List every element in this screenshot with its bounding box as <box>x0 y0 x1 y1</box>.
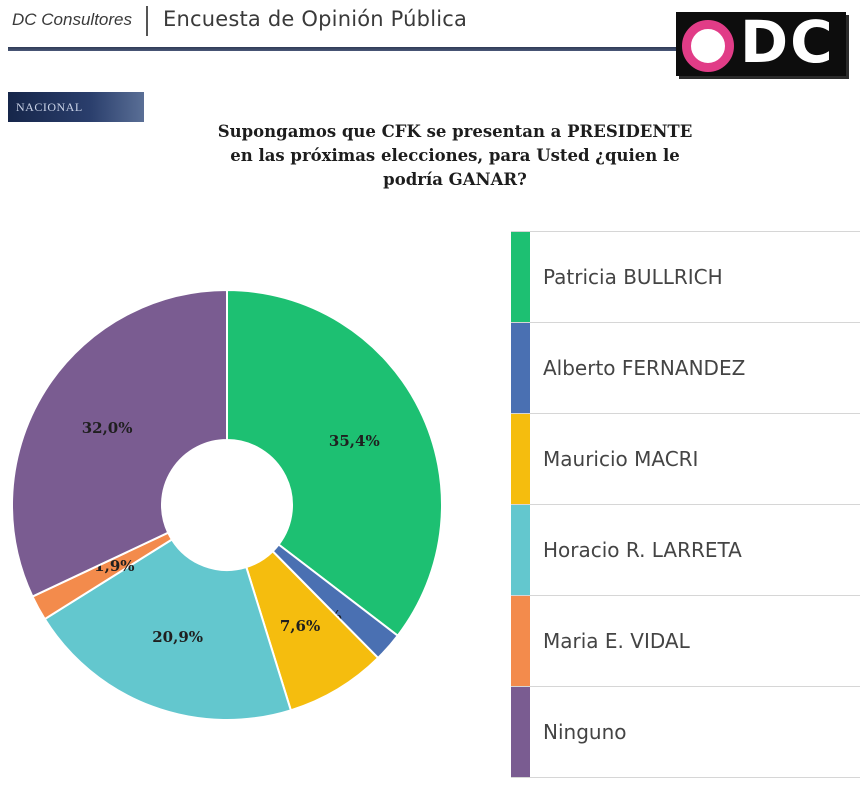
legend-label: Maria E. VIDAL <box>543 629 690 653</box>
legend-label: Ninguno <box>543 720 627 744</box>
legend-swatch <box>511 323 530 413</box>
legend-item-ninguno: Ninguno <box>511 687 860 778</box>
question-line-3: podría GANAR? <box>383 170 527 189</box>
chart-legend: Patricia BULLRICH Alberto FERNANDEZ Mauric… <box>511 231 860 780</box>
legend-label: Horacio R. LARRETA <box>543 538 742 562</box>
legend-swatch <box>511 505 530 595</box>
brand-name: DC Consultores <box>12 10 132 29</box>
legend-swatch <box>511 687 530 777</box>
chart-question: Supongamos que CFK se presentan a PRESID… <box>160 120 750 192</box>
legend-item-patricia-bullrich: Patricia BULLRICH <box>511 232 860 323</box>
slice-label-horacio-r-larreta: 20,9% <box>152 628 203 646</box>
legend-item-alberto-fernandez: Alberto FERNANDEZ <box>511 323 860 414</box>
legend-item-horacio-r-larreta: Horacio R. LARRETA <box>511 505 860 596</box>
legend-swatch <box>511 414 530 504</box>
survey-title: Encuesta de Opinión Pública <box>163 7 468 31</box>
nacional-badge: NACIONAL <box>8 92 144 122</box>
header-rule <box>8 47 678 51</box>
question-line-1: Supongamos que CFK se presentan a PRESID… <box>217 122 693 141</box>
question-line-2: en las próximas elecciones, para Usted ¿… <box>230 146 680 165</box>
slice-label-ninguno: 32,0% <box>82 419 133 437</box>
legend-item-maria-e-vidal: Maria E. VIDAL <box>511 596 860 687</box>
brand-separator <box>146 6 148 36</box>
slice-label-mauricio-macri: 7,6% <box>280 617 320 635</box>
legend-label: Mauricio MACRI <box>543 447 699 471</box>
legend-item-mauricio-macri: Mauricio MACRI <box>511 414 860 505</box>
legend-swatch <box>511 596 530 686</box>
slice-horacio-r-larreta <box>43 538 293 721</box>
legend-label: Alberto FERNANDEZ <box>543 356 746 380</box>
logo-letters: DC <box>740 8 835 76</box>
donut-chart: 35,4%2,2%7,6%20,9%1,9%32,0% <box>11 288 443 721</box>
header: DC Consultores Encuesta de Opinión Públi… <box>0 0 862 90</box>
odc-logo: DC <box>676 8 846 76</box>
slice-patricia-bullrich <box>226 288 443 638</box>
legend-label: Patricia BULLRICH <box>543 265 723 289</box>
logo-ring-icon <box>682 20 734 72</box>
slice-label-patricia-bullrich: 35,4% <box>329 432 380 450</box>
slice-ninguno <box>11 288 228 598</box>
legend-swatch <box>511 232 530 322</box>
